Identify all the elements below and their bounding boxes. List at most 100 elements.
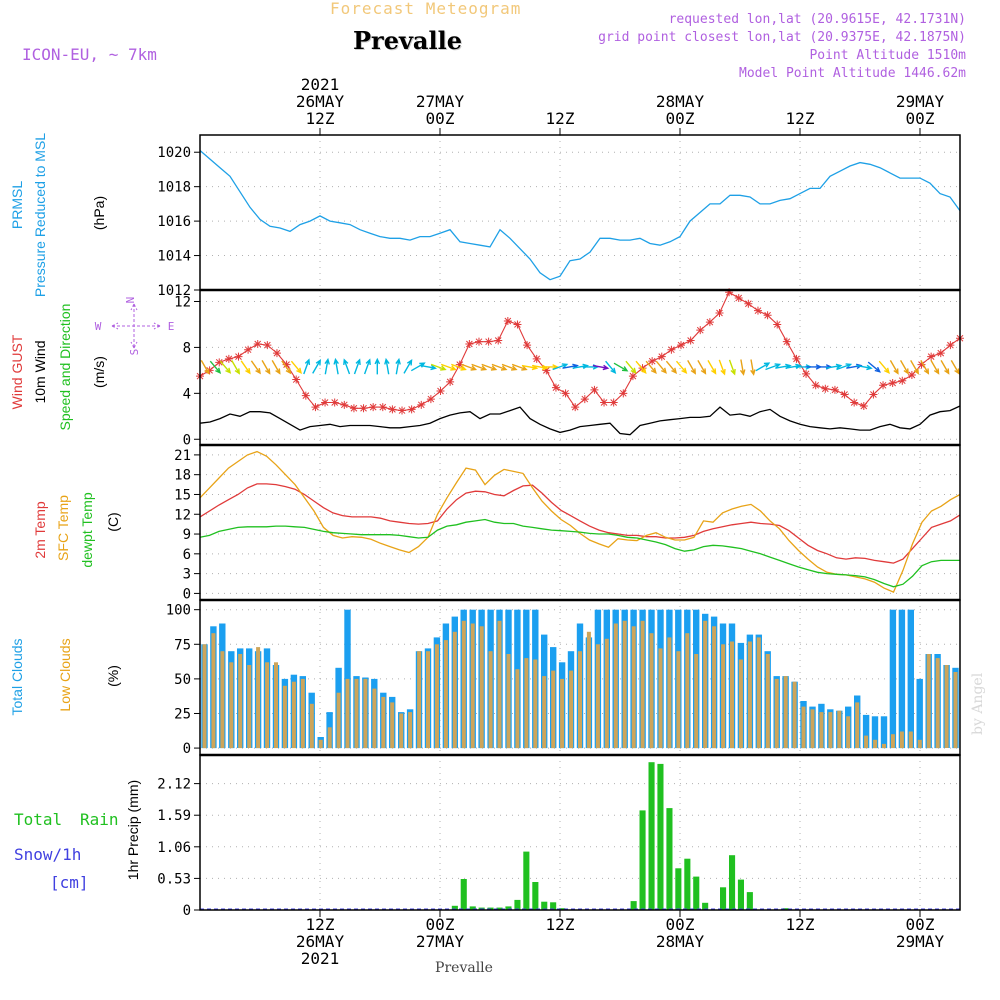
wind-direction-arrow — [889, 360, 899, 375]
low-clouds-bar — [452, 631, 457, 749]
wind-gust-point — [388, 405, 397, 414]
wind-gust-point — [321, 398, 330, 407]
rain-bar — [505, 906, 512, 910]
wind-direction-arrow — [910, 360, 920, 375]
temperature-ytick-label: 6 — [183, 547, 191, 563]
wind-direction-arrow — [481, 363, 498, 371]
low-clouds-bar — [345, 678, 350, 749]
wind-gust-point — [359, 404, 368, 413]
low-clouds-bar — [712, 626, 717, 749]
wind-ytick-label: 0 — [183, 432, 191, 448]
wind-direction-arrow — [613, 362, 629, 372]
wind-direction-arrow — [384, 357, 390, 375]
bottom-time-label: 27MAY — [416, 932, 465, 951]
low-clouds-bar — [613, 623, 618, 749]
rain-label-rain: Rain — [80, 810, 119, 829]
page-title: Prevalle — [353, 26, 462, 55]
wind-direction-arrow — [403, 359, 413, 374]
low-clouds-bar — [578, 651, 582, 749]
bottom-time-label: 12Z — [786, 915, 815, 934]
bottom-time-label: 29MAY — [896, 932, 945, 951]
low-clouds-bar — [426, 651, 430, 749]
wind-gust-point — [648, 357, 657, 366]
low-clouds-bar — [274, 662, 278, 749]
wind-direction-arrow — [645, 360, 657, 374]
wind-direction-arrow — [552, 363, 569, 371]
rain-bar — [729, 855, 736, 910]
wind-gust-point — [830, 385, 839, 394]
precip-ytick-label: 1.06 — [157, 840, 191, 856]
low-clouds-bar — [819, 712, 824, 749]
low-clouds-bar — [282, 685, 287, 749]
info-altitude: Point Altitude 1510m — [809, 48, 966, 63]
low-clouds-bar — [506, 654, 511, 749]
low-clouds-bar — [542, 676, 547, 749]
low-clouds-bar — [685, 633, 690, 749]
rain-bar — [693, 876, 700, 910]
wind-gust-point — [936, 349, 945, 358]
rain-bar — [666, 808, 673, 910]
wind-direction-arrow — [665, 360, 678, 374]
wind-gust-point — [792, 354, 801, 363]
precip-ytick-label: 0 — [183, 903, 191, 919]
temperature-ytick-label: 3 — [183, 567, 191, 583]
wind-gust-point — [455, 360, 464, 369]
wind-direction-arrow — [605, 360, 617, 374]
low-clouds-bar — [202, 644, 207, 749]
wind-direction-arrow — [281, 360, 292, 375]
top-time-label: 28MAY — [656, 92, 705, 111]
temp-sfc-label: SFC Temp — [55, 495, 71, 561]
wind-direction-arrow — [231, 360, 241, 375]
low-clouds-bar — [238, 654, 243, 749]
wind-direction-arrow — [940, 360, 950, 375]
low-clouds-bar — [336, 692, 341, 749]
wind-direction-arrow — [209, 360, 222, 374]
temperature-ytick-label: 21 — [174, 448, 191, 464]
low-clouds-label: Low Clouds — [57, 638, 73, 711]
total-clouds-label: Total Clouds — [9, 638, 25, 715]
low-clouds-bar — [953, 672, 958, 749]
bottom-time-label: 00Z — [906, 915, 935, 934]
wind-direction-arrow — [687, 360, 696, 375]
wind-gust-point — [417, 400, 426, 409]
bottom-time-label: 12Z — [306, 915, 335, 934]
low-clouds-bar — [908, 731, 913, 749]
low-clouds-bar — [470, 623, 475, 749]
wind-speed-line — [199, 405, 961, 436]
wind-gust-point — [215, 358, 224, 367]
wind-gust-point — [407, 405, 416, 414]
wind-direction-arrow — [655, 360, 667, 374]
low-clouds-bar — [363, 678, 368, 749]
wind-gust-point — [888, 379, 897, 387]
precip-ytick-label: 1.59 — [157, 808, 191, 824]
low-clouds-bar — [846, 716, 851, 749]
total-clouds-bar — [907, 609, 914, 749]
wind-direction-arrow — [718, 359, 726, 376]
low-clouds-bar — [595, 644, 600, 749]
snow-label: Snow/1h — [14, 845, 81, 864]
low-clouds-bar — [220, 651, 225, 749]
wind-10m-label: 10m Wind — [32, 340, 48, 403]
wind-gust-point — [474, 337, 483, 346]
low-clouds-bar — [265, 662, 270, 749]
wind-gust-point — [850, 398, 859, 407]
low-clouds-bar — [247, 665, 252, 748]
wind-direction-arrow — [750, 359, 756, 376]
compass-w-label: W — [95, 320, 102, 333]
compass-n-label: N — [124, 297, 137, 304]
precip-plot-area — [200, 755, 960, 910]
wind-direction-arrow — [878, 360, 890, 374]
wind-direction-label: Speed and Direction — [57, 304, 73, 431]
temp-2m-label: 2m Temp — [32, 501, 48, 559]
low-clouds-bar — [667, 637, 672, 749]
low-clouds-bar — [479, 626, 484, 749]
low-clouds-bar — [211, 633, 216, 749]
temp-dewpoint-line — [199, 518, 960, 588]
wind-direction-arrow — [324, 357, 330, 375]
wind-direction-arrow — [501, 363, 518, 371]
low-clouds-bar — [551, 670, 556, 749]
clouds-unit-label: (%) — [105, 665, 121, 687]
wind-direction-arrow — [461, 363, 478, 371]
pressure-label-name: Pressure Reduced to MSL — [32, 133, 48, 297]
